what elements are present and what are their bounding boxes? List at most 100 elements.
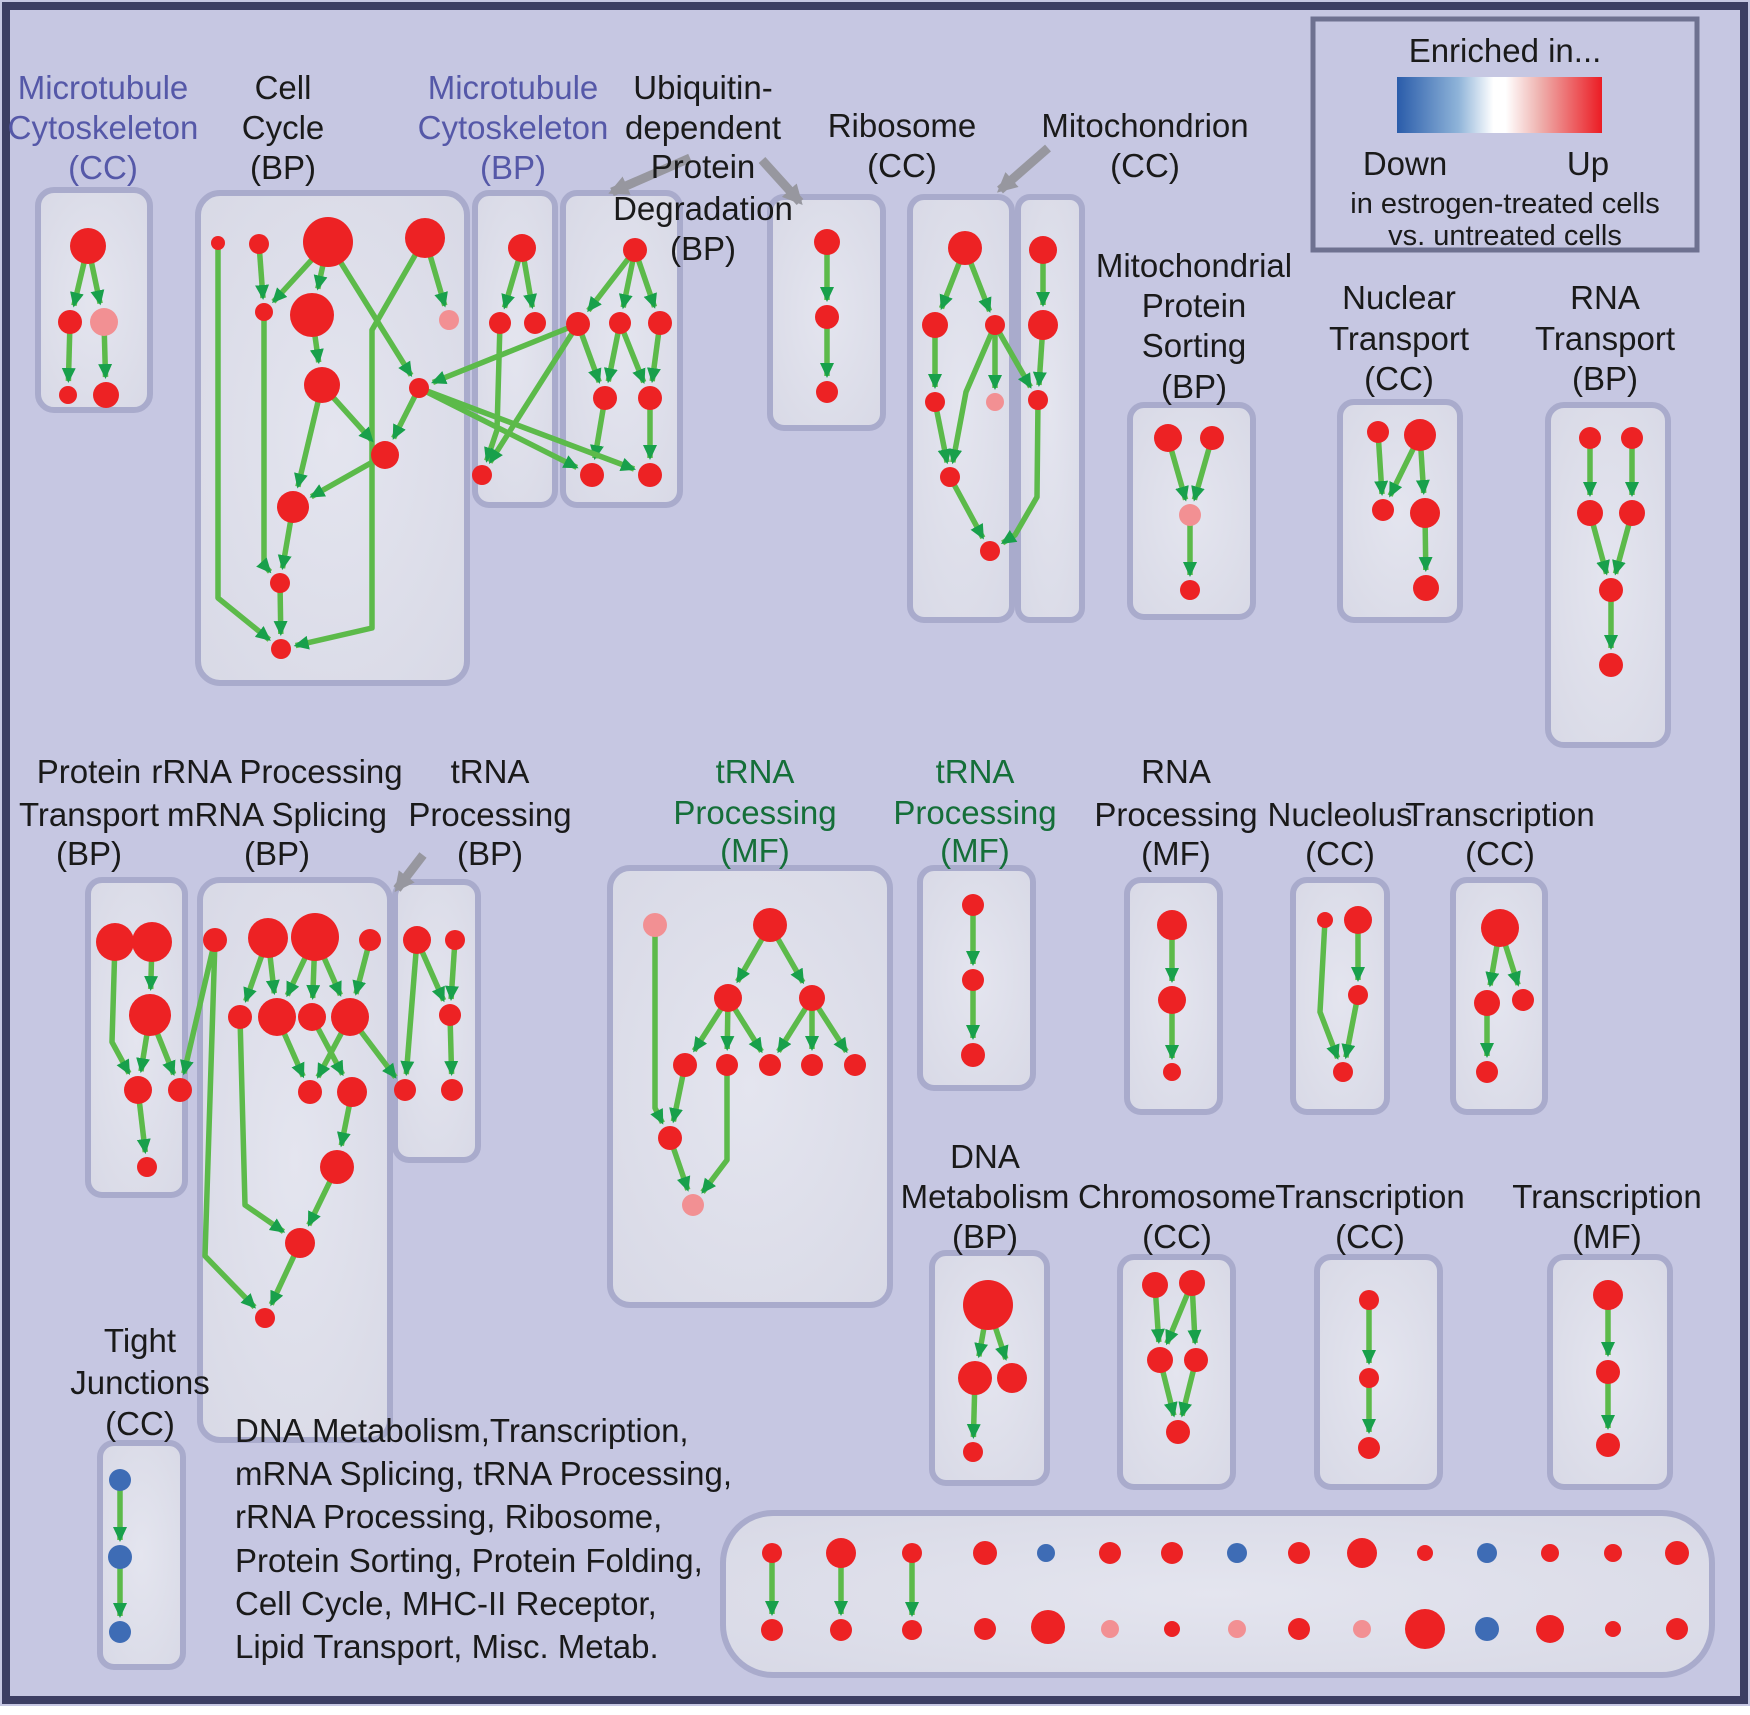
go-term-node-q0: [203, 928, 227, 952]
go-term-node-a5: [93, 382, 119, 408]
go-term-node-r6: [980, 541, 1000, 561]
go-term-node-m1: [508, 234, 536, 262]
go-term-node-p3: [129, 994, 171, 1036]
go-term-node-l3: [1512, 989, 1534, 1011]
hierarchy-edge-qm0-ql1: [237, 1016, 286, 1234]
hierarchy-edge-k3-k4: [1341, 994, 1361, 1060]
go-term-node-y2: [1596, 1360, 1620, 1384]
trna-processing-mf-1-label-line2: (MF): [720, 832, 790, 869]
go-term-node-w1: [1579, 427, 1601, 449]
ubiquitin-degradation-bp-label-line2: Protein: [651, 148, 756, 185]
go-term-node-c7: [304, 367, 340, 403]
hierarchy-edge-c9-c10: [309, 452, 387, 500]
cluster-box-microtubule-cytoskeleton-cc: [35, 187, 153, 413]
tight-junctions-cc-label-line1: Junctions: [70, 1364, 209, 1401]
trna-processing-mf-1-label-line1: Processing: [673, 794, 836, 831]
go-term-node-q1: [248, 918, 288, 958]
cluster-box-nuclear-transport-cc: [1337, 399, 1463, 623]
cluster-box-nucleolus-cc: [1290, 877, 1390, 1115]
legend-gradient-bar: [1397, 77, 1602, 133]
go-term-node-c5: [255, 303, 273, 321]
go-term-node-mt15: [1665, 1541, 1689, 1565]
go-term-node-mt8: [1227, 1543, 1247, 1563]
go-term-node-s3: [1179, 504, 1201, 526]
nucleolus-cc-label-line0: Nucleolus: [1268, 796, 1413, 833]
go-term-node-tb4: [394, 1079, 416, 1101]
go-term-node-rp: [986, 393, 1004, 411]
go-term-node-g3: [1028, 390, 1048, 410]
go-term-node-e1: [1142, 1272, 1168, 1298]
go-term-node-p2: [132, 922, 172, 962]
go-term-node-mb15: [1666, 1618, 1688, 1640]
rna-processing-mf-label-line1: Processing: [1094, 796, 1257, 833]
go-term-node-t3: [1372, 499, 1394, 521]
hierarchy-edge-c5-c11: [256, 312, 273, 574]
transcription-mf-label-line1: (MF): [1572, 1218, 1642, 1255]
ribosome-cc-label-line0: Ribosome: [828, 107, 977, 144]
go-term-node-mb7: [1164, 1621, 1180, 1637]
hierarchy-edge-r4-r5: [932, 401, 952, 465]
go-term-node-r4: [925, 392, 945, 412]
dna-metabolism-bp-label-line1: Metabolism: [901, 1178, 1070, 1215]
go-term-node-p1: [96, 923, 134, 961]
go-term-node-j1: [1157, 910, 1187, 940]
go-term-node-d1: [963, 1280, 1013, 1330]
rrna-mrna-bp-label-line2: (BP): [244, 835, 310, 872]
go-term-node-p4: [124, 1076, 152, 1104]
rrna-mrna-bp-label-line0: rRNA Processing: [151, 753, 402, 790]
go-term-node-mt6: [1099, 1542, 1121, 1564]
misc-categories-text-line0: DNA Metabolism,Transcription,: [235, 1412, 689, 1449]
nuclear-transport-cc-label-line1: Transport: [1329, 320, 1469, 357]
go-term-node-x1: [1359, 1290, 1379, 1310]
go-term-node-fb1: [716, 1054, 738, 1076]
go-term-node-tb1: [403, 926, 431, 954]
go-term-node-a2: [58, 310, 82, 334]
go-term-node-fb3: [801, 1054, 823, 1076]
go-term-node-q2: [291, 913, 339, 961]
go-term-node-p6: [137, 1157, 157, 1177]
go-term-node-m4: [472, 465, 492, 485]
ubiquitin-degradation-bp-label-line3: Degradation: [613, 190, 793, 227]
protein-transport-bp-label-line2: (BP): [56, 835, 122, 872]
hierarchy-edge-r3-r5: [948, 323, 998, 465]
cluster-box-mitochondrion-cc: [1015, 194, 1085, 623]
go-term-node-fb4: [844, 1054, 866, 1076]
tight-junctions-cc-label-line0: Tight: [104, 1322, 176, 1359]
chromosome-cc-label-line0: Chromosome: [1078, 1178, 1276, 1215]
go-term-node-fl: [658, 1126, 682, 1150]
chromosome-cc-label-line1: (CC): [1142, 1218, 1212, 1255]
go-term-node-mt3: [902, 1543, 922, 1563]
go-term-node-g2: [1028, 310, 1058, 340]
go-term-node-l1: [1481, 909, 1519, 947]
hierarchy-edge-q0-p5: [180, 939, 218, 1076]
go-term-node-l2: [1474, 990, 1500, 1016]
go-term-node-mb4: [974, 1618, 996, 1640]
legend-subtitle-2: vs. untreated cells: [1388, 220, 1622, 252]
hierarchy-edge-q0-ql2: [202, 939, 257, 1310]
transcription-mf-label-line0: Transcription: [1512, 1178, 1702, 1215]
legend-up-label: Up: [1567, 145, 1609, 182]
go-term-node-t1: [1367, 421, 1389, 443]
go-term-node-mb10: [1353, 1620, 1371, 1638]
go-term-node-s4: [1180, 580, 1200, 600]
tight-junctions-cc-label-line2: (CC): [105, 1405, 175, 1442]
trna-processing-bp-label-line0: tRNA: [451, 753, 530, 790]
go-term-node-mb5: [1031, 1610, 1065, 1644]
go-term-node-e3: [1147, 1347, 1173, 1373]
nucleolus-cc-label-line1: (CC): [1305, 835, 1375, 872]
go-term-node-mb11: [1405, 1609, 1445, 1649]
go-term-node-fb2: [759, 1054, 781, 1076]
go-term-node-c8: [409, 378, 429, 398]
go-term-node-ql1: [285, 1228, 315, 1258]
go-term-node-k1: [1317, 912, 1333, 928]
transcription-cc-2-label-line0: Transcription: [1275, 1178, 1465, 1215]
cell-cycle-bp-label-line1: Cycle: [242, 109, 325, 146]
rna-transport-bp-label-line2: (BP): [1572, 360, 1638, 397]
mitochondrial-protein-sorting-bp-label-line3: (BP): [1161, 368, 1227, 405]
go-term-node-c4: [405, 218, 445, 258]
go-term-node-t5: [1413, 575, 1439, 601]
rna-transport-bp-label-line0: RNA: [1570, 279, 1640, 316]
mitochondrion-cc-label-line0: Mitochondrion: [1041, 107, 1248, 144]
go-term-node-mt11: [1417, 1545, 1433, 1561]
go-term-node-mt13: [1541, 1544, 1559, 1562]
